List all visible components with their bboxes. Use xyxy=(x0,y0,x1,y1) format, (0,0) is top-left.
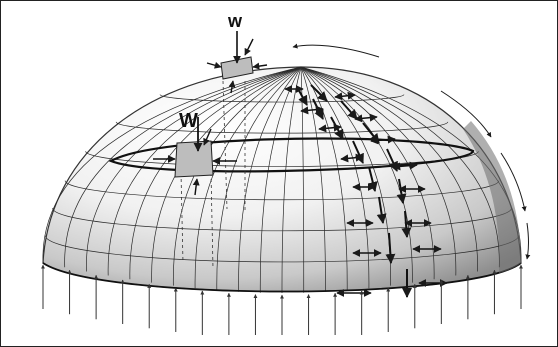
meridian-line xyxy=(107,66,302,276)
meridian-line xyxy=(129,66,302,280)
meridian-line xyxy=(300,66,500,268)
meridian-line xyxy=(216,66,302,291)
hoop-arrow xyxy=(334,91,356,101)
meridional-arrow xyxy=(310,84,328,102)
meridian-line xyxy=(194,66,302,289)
meridian-line xyxy=(300,66,326,292)
parallel-line xyxy=(64,180,500,201)
meridian-line xyxy=(300,66,478,272)
base-ring xyxy=(42,262,522,293)
top-element-panel xyxy=(206,31,268,94)
outer-arc-arrow-1 xyxy=(292,43,380,58)
parallel-line xyxy=(115,121,449,134)
hoop-force-arrows xyxy=(284,85,448,297)
parallel-line xyxy=(52,208,512,232)
meridian-line xyxy=(300,66,457,276)
label-w-mid: W xyxy=(179,110,198,132)
meridional-arrow xyxy=(376,196,387,224)
hoop-arrow xyxy=(300,105,324,115)
meridian-line xyxy=(300,66,435,280)
outer-arc-arrow-4 xyxy=(525,222,531,260)
middle-element-panel xyxy=(153,117,237,196)
support-reaction-arrows xyxy=(41,264,523,335)
hoop-arrow xyxy=(318,123,342,133)
meridian-line xyxy=(300,66,413,283)
meridian-line xyxy=(64,66,302,268)
parallel-line xyxy=(159,94,405,103)
label-w-top: w xyxy=(227,11,243,31)
meridional-arrow xyxy=(385,232,396,264)
hoop-arrow xyxy=(392,161,418,171)
hoop-arrow xyxy=(340,153,364,163)
meridian-line xyxy=(42,66,302,264)
outer-arc-arrow-3 xyxy=(500,152,527,212)
parallel-line xyxy=(45,235,519,263)
projection-lines xyxy=(180,80,246,270)
hoop-arrow xyxy=(354,113,378,123)
hoop-arrow xyxy=(370,135,396,145)
outer-arc-arrow-2 xyxy=(440,90,492,138)
shadow-band xyxy=(463,121,521,273)
